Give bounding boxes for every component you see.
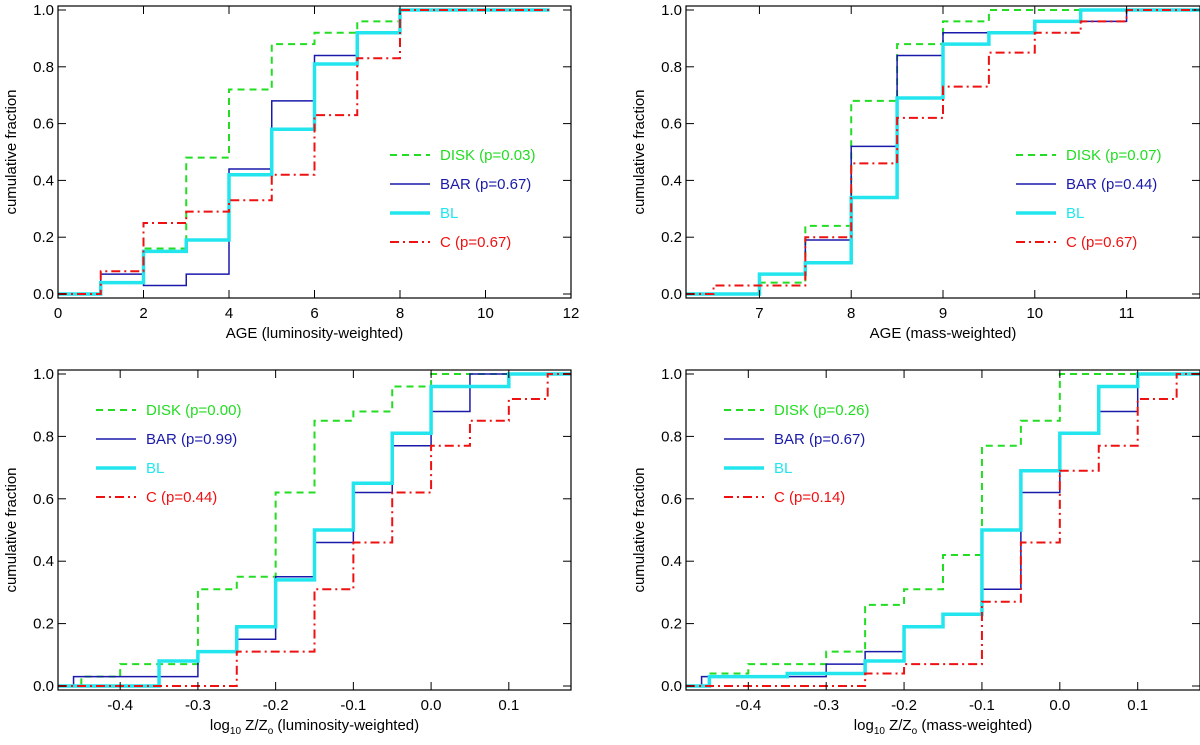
legend-label-c: C (p=0.14): [774, 489, 845, 506]
y-tick-label: 0.8: [33, 428, 54, 445]
legend: DISK (p=0.07) BAR (p=0.44) BL C (p=0.67): [1016, 147, 1161, 251]
x-tick-label: 10: [1026, 305, 1043, 322]
legend-label-disk: DISK (p=0.07): [1066, 147, 1161, 164]
legend: DISK (p=0.00) BAR (p=0.99) BL C (p=0.44): [96, 402, 241, 506]
legend-label-c: C (p=0.44): [146, 489, 217, 506]
y-tick-label: 0.8: [661, 428, 682, 445]
y-tick-label: 0.4: [661, 553, 682, 570]
x-tick-label: 0.0: [1049, 697, 1070, 714]
y-tick-label: 0.8: [661, 59, 682, 76]
x-tick-label: 6: [310, 305, 318, 322]
x-tick-label: 10: [477, 305, 494, 322]
y-axis-label: cumulative fraction: [3, 467, 20, 592]
legend-label-bar: BAR (p=0.67): [774, 431, 865, 448]
y-tick-label: 0.6: [33, 116, 54, 133]
y-tick-label: 0.4: [661, 172, 682, 189]
x-tick-label: -0.2: [263, 697, 289, 714]
series-line-bl: [686, 8, 1200, 296]
y-axis-label: cumulative fraction: [631, 467, 648, 592]
x-tick-label: 8: [396, 305, 404, 322]
legend-label-c: C (p=0.67): [440, 234, 511, 251]
series-line-c: [58, 373, 571, 687]
chart-panel-3: -0.4 -0.3 -0.2 -0.1 0.0 0.1 0.0 0.2 0.4 0.6 0.8 1.0…: [3, 366, 572, 737]
x-tick-label: -0.1: [969, 697, 995, 714]
x-tick-label: 0.1: [1127, 697, 1148, 714]
x-tick-label: 0.0: [421, 697, 442, 714]
legend-label-bar: BAR (p=0.67): [440, 176, 531, 193]
y-tick-label: 0.2: [661, 229, 682, 246]
x-tick-label: -0.4: [735, 697, 761, 714]
x-tick-label: 11: [1119, 305, 1135, 322]
y-tick-label: 0.4: [33, 172, 54, 189]
series-line-disk: [686, 9, 1200, 295]
y-tick-label: 0.2: [661, 616, 682, 633]
x-axis-label: AGE (mass-weighted): [870, 325, 1017, 342]
series-line-disk: [686, 373, 1200, 687]
series-line-bl: [58, 372, 571, 688]
x-tick-label: 8: [847, 305, 855, 322]
y-tick-label: 0.2: [33, 616, 54, 633]
chart-panel-4: -0.4 -0.3 -0.2 -0.1 0.0 0.1 0.0 0.2 0.4 0.6 0.8 1.0…: [631, 366, 1200, 737]
x-tick-label: 9: [939, 305, 947, 322]
y-tick-label: 0.6: [661, 116, 682, 133]
legend-label-bl: BL: [1066, 205, 1084, 222]
y-tick-label: 0.2: [33, 229, 54, 246]
x-tick-label: 7: [755, 305, 763, 322]
series-line-bl: [58, 8, 550, 296]
y-tick-label: 1.0: [33, 2, 54, 19]
chart-panel-1: 0 2 4 6 8 10 12 0.0 0.2 0.4 0.6 0.8 1.0 AGE (luminosi…: [3, 2, 579, 342]
y-axis-label: cumulative fraction: [3, 89, 20, 214]
legend-label-bl: BL: [440, 205, 458, 222]
plot-frame: [685, 369, 1200, 691]
y-tick-label: 0.0: [661, 678, 682, 695]
y-tick-label: 1.0: [33, 366, 54, 383]
y-tick-label: 1.0: [661, 2, 682, 19]
x-tick-label: 0.1: [498, 697, 519, 714]
y-tick-label: 1.0: [661, 366, 682, 383]
legend-label-bl: BL: [774, 460, 792, 477]
legend-label-bar: BAR (p=0.99): [146, 431, 237, 448]
y-tick-label: 0.0: [661, 286, 682, 303]
series-line-bl: [686, 372, 1200, 688]
y-tick-label: 0.0: [33, 678, 54, 695]
series-line-c: [686, 373, 1200, 687]
y-tick-label: 0.6: [33, 491, 54, 508]
legend-label-disk: DISK (p=0.00): [146, 402, 241, 419]
x-tick-label: -0.3: [813, 697, 839, 714]
legend: DISK (p=0.26) BAR (p=0.67) BL C (p=0.14): [724, 402, 869, 506]
legend: DISK (p=0.03) BAR (p=0.67) BL C (p=0.67): [390, 147, 535, 251]
y-tick-label: 0.4: [33, 553, 54, 570]
x-tick-label: 4: [225, 305, 233, 322]
x-tick-label: 2: [139, 305, 147, 322]
legend-label-bl: BL: [146, 460, 164, 477]
y-axis-label: cumulative fraction: [631, 89, 648, 214]
legend-label-bar: BAR (p=0.44): [1066, 176, 1157, 193]
series-line-c: [686, 9, 1200, 295]
x-tick-label: 12: [563, 305, 580, 322]
x-tick-label: -0.2: [891, 697, 917, 714]
y-tick-label: 0.0: [33, 286, 54, 303]
legend-label-c: C (p=0.67): [1066, 234, 1137, 251]
x-axis-label: AGE (luminosity-weighted): [226, 325, 404, 342]
y-tick-label: 0.8: [33, 59, 54, 76]
x-axis-label: log10 Z/Zo (mass-weighted): [854, 717, 1032, 737]
x-tick-label: -0.3: [185, 697, 211, 714]
plot-frame: [57, 369, 572, 691]
x-tick-label: 0: [54, 305, 62, 322]
legend-label-disk: DISK (p=0.03): [440, 147, 535, 164]
series-line-disk: [58, 373, 571, 687]
x-axis-label: log10 Z/Zo (luminosity-weighted): [210, 717, 419, 737]
series-line-c: [58, 9, 550, 295]
series-line-bar: [686, 373, 1200, 687]
x-tick-label: -0.4: [107, 697, 133, 714]
y-tick-label: 0.6: [661, 491, 682, 508]
chart-panel-2: 7 8 9 10 11 0.0 0.2 0.4 0.6 0.8 1.0 AGE (mass-weigh…: [631, 2, 1200, 342]
x-tick-label: -0.1: [340, 697, 366, 714]
legend-label-disk: DISK (p=0.26): [774, 402, 869, 419]
